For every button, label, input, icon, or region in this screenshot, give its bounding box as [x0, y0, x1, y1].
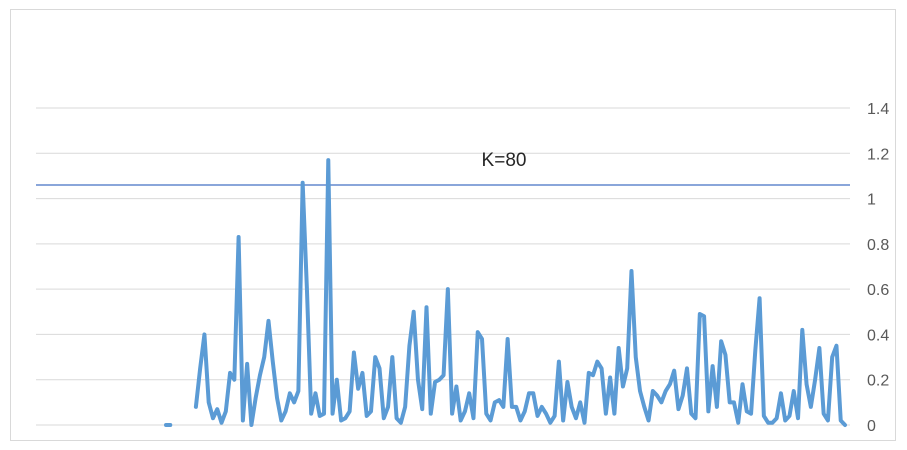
y-tick-label: 1.4 [867, 101, 889, 118]
y-tick-label: 0.6 [867, 282, 889, 299]
threshold-label: K=80 [482, 150, 527, 171]
y-axis-ticks: 0 0.2 0.4 0.6 0.8 1 1.2 1.4 [867, 101, 889, 435]
y-tick-label: 0 [867, 418, 876, 435]
y-tick-label: 0.4 [867, 327, 889, 344]
y-tick-label: 0.2 [867, 373, 889, 390]
series-layer [164, 158, 847, 427]
y-tick-label: 1.2 [867, 146, 889, 163]
chart-frame [10, 9, 896, 441]
series-line [193, 158, 847, 427]
y-tick-label: 1 [867, 192, 876, 209]
y-tick-label: 0.8 [867, 237, 889, 254]
